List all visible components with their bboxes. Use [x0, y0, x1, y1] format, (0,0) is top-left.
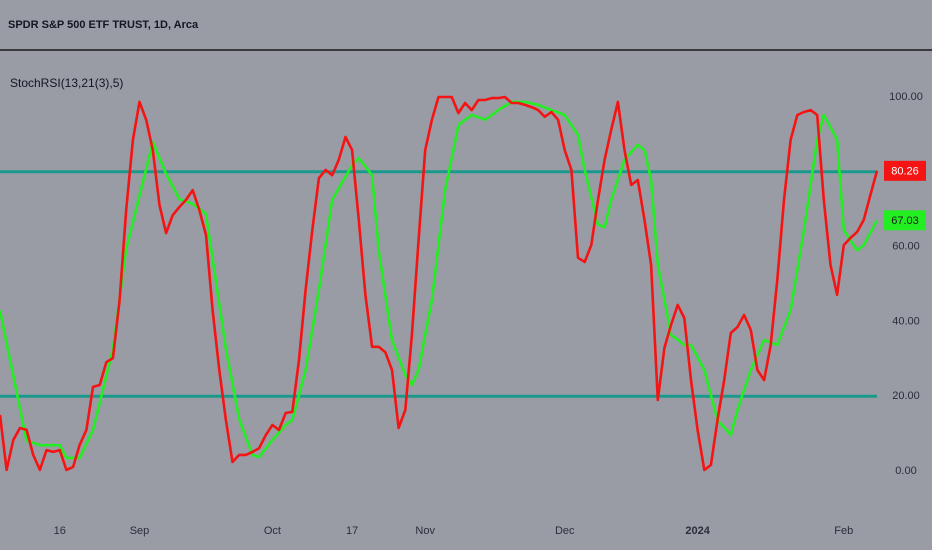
x-tick-label: Sep	[130, 525, 150, 537]
x-tick-label: Feb	[834, 525, 853, 537]
last-value-label: 80.26	[891, 166, 919, 178]
indicator-title: StochRSI(13,21(3),5)	[10, 76, 123, 90]
x-tick-label: Oct	[264, 525, 281, 537]
y-tick-label: 100.00	[889, 91, 923, 103]
x-tick-label: 16	[54, 525, 66, 537]
series-line	[0, 95, 879, 472]
x-tick-label: Dec	[555, 525, 575, 537]
x-tick-label: 17	[346, 525, 358, 537]
last-value-tag	[884, 210, 926, 231]
last-value-tag	[884, 160, 926, 181]
series-line	[0, 100, 879, 460]
x-tick-label: Nov	[415, 525, 435, 537]
x-tick-label: 2024	[685, 525, 710, 537]
y-tick-label: 20.00	[892, 390, 920, 402]
symbol-header: SPDR S&P 500 ETF TRUST, 1D, Arca	[8, 19, 199, 31]
y-tick-label: 40.00	[892, 315, 920, 327]
last-value-label: 67.03	[891, 215, 919, 227]
y-tick-label: 60.00	[892, 241, 920, 253]
y-tick-label: 0.00	[895, 465, 916, 477]
